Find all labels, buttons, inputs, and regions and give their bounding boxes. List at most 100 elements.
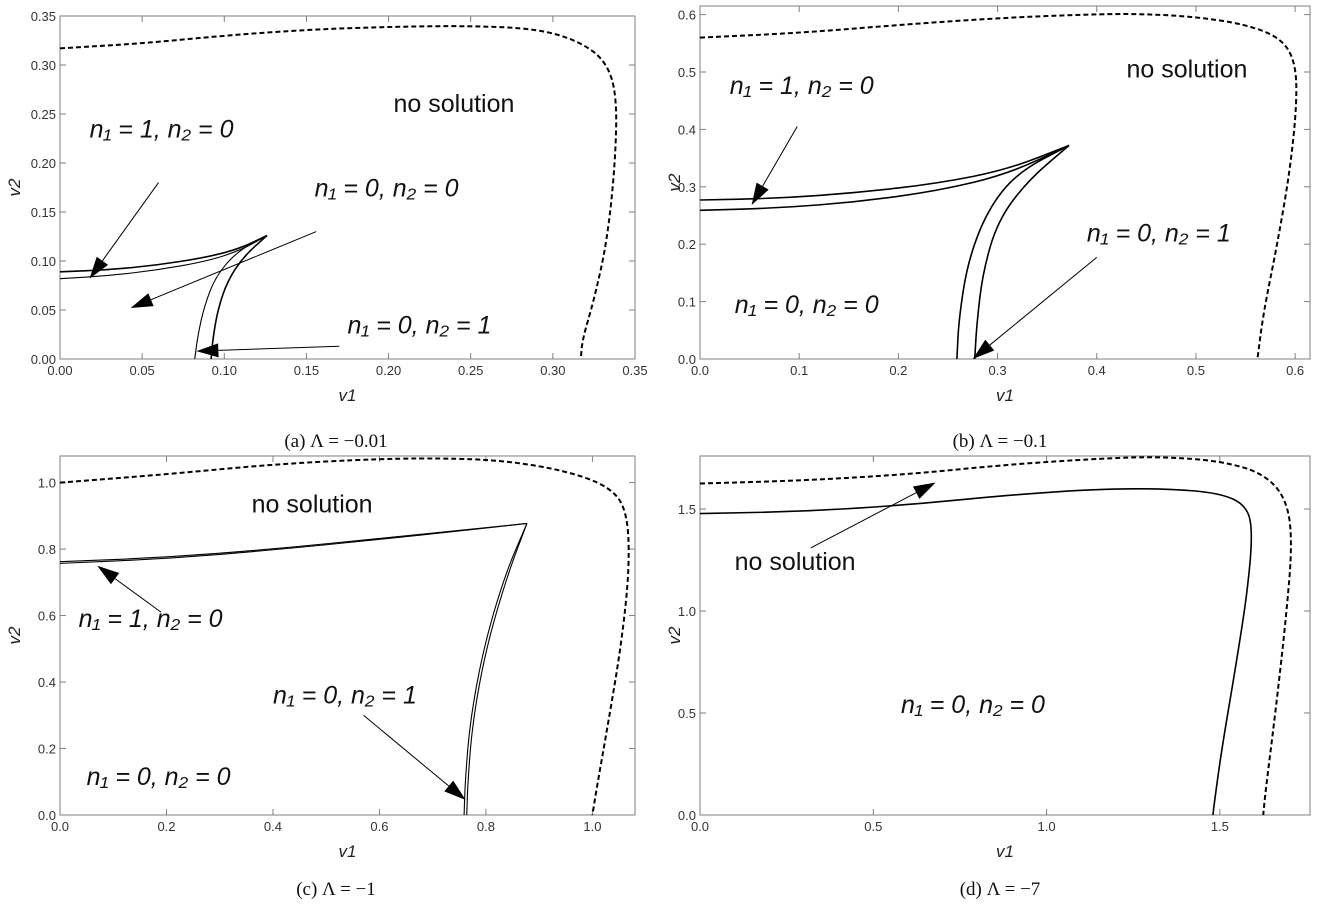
- x-axis-label: v1: [996, 842, 1014, 861]
- plot-frame: [699, 455, 1311, 816]
- y-tick-label: 0.6: [678, 8, 696, 23]
- solution-boundary-curve: [194, 235, 268, 360]
- panel-caption: (b) Λ = −0.1: [953, 431, 1048, 452]
- y-axis-label: v2: [665, 626, 684, 645]
- dashed-boundary-curve: [699, 13, 1298, 360]
- region-label: n₁ = 1, n₂ = 0: [730, 72, 874, 100]
- x-tick-label: 0.8: [477, 819, 495, 834]
- annotation-arrow: [363, 714, 466, 801]
- solution-boundary-curve: [466, 523, 528, 816]
- x-tick-label: 0.5: [1187, 363, 1205, 378]
- no-solution-label: no solution: [735, 548, 856, 576]
- y-tick-label: 0.10: [31, 254, 56, 269]
- y-tick-label: 0.5: [678, 706, 696, 721]
- y-tick-label: 0.0: [38, 808, 56, 823]
- y-tick-label: 0.05: [31, 303, 56, 318]
- x-tick-label: 1.0: [1038, 819, 1056, 834]
- plot-frame: [699, 5, 1311, 360]
- panel-b: 0.0 0.1 0.2 0.3 0.4 0.5 0.6 0.0 0.1 0.2 0.3 0.4 0.5 0…: [665, 5, 1311, 452]
- dashed-boundary-curve: [699, 456, 1292, 816]
- x-tick-label: 1.5: [1211, 819, 1229, 834]
- x-tick-label: 0.20: [376, 363, 401, 378]
- solution-boundary-curve: [699, 488, 1253, 816]
- y-tick-label: 0.2: [678, 237, 696, 252]
- annotation-arrow: [810, 482, 936, 549]
- panel-a: 0.00 0.05 0.10 0.15 0.20 0.25 0.30 0.35 0.00 0.05…: [5, 9, 648, 452]
- y-tick-label: 0.00: [31, 352, 56, 367]
- solution-boundary-curve: [463, 523, 528, 816]
- no-solution-label: no solution: [252, 491, 373, 519]
- y-tick-label: 0.15: [31, 205, 56, 220]
- x-axis-label: v1: [339, 386, 357, 405]
- x-tick-label: 0.4: [1088, 363, 1106, 378]
- x-tick-label: 0.15: [294, 363, 319, 378]
- annotation-arrow: [196, 343, 340, 358]
- x-tick-label: 0.00: [47, 363, 72, 378]
- solution-boundary-curve: [973, 144, 1070, 360]
- solution-boundary-curve: [699, 144, 1070, 212]
- x-tick-label: 0.0: [691, 363, 709, 378]
- plot-frame: [59, 455, 636, 816]
- x-tick-label: 0.10: [212, 363, 237, 378]
- annotation-arrow: [130, 231, 317, 309]
- y-tick-label: 0.25: [31, 107, 56, 122]
- panel-caption: (c) Λ = −1: [296, 879, 376, 900]
- region-label: n₁ = 1, n₂ = 0: [90, 116, 234, 144]
- y-tick-label: 0.5: [678, 65, 696, 80]
- x-tick-label: 0.6: [1286, 363, 1304, 378]
- x-tick-label: 0.0: [51, 819, 69, 834]
- solution-boundary-curve: [699, 144, 1070, 201]
- x-tick-label: 0.35: [622, 363, 647, 378]
- panel-caption: (a) Λ = −0.01: [284, 431, 387, 452]
- x-tick-label: 0.2: [157, 819, 175, 834]
- x-tick-label: 0.3: [989, 363, 1007, 378]
- dashed-boundary-curve: [59, 457, 630, 816]
- no-solution-label: no solution: [394, 90, 515, 118]
- region-label: n₁ = 0, n₂ = 0: [735, 291, 879, 319]
- x-tick-label: 1.0: [583, 819, 601, 834]
- y-axis-label: v2: [665, 173, 684, 192]
- solution-boundary-curve: [59, 522, 527, 563]
- x-tick-label: 0.25: [458, 363, 483, 378]
- solution-boundary-curve: [59, 235, 268, 280]
- y-tick-label: 0.0: [678, 352, 696, 367]
- x-tick-label: 0.30: [540, 363, 565, 378]
- region-label: n₁ = 0, n₂ = 0: [87, 763, 231, 791]
- y-tick-label: 0.6: [38, 609, 56, 624]
- annotation-arrow: [751, 126, 798, 206]
- x-tick-label: 0.05: [129, 363, 154, 378]
- y-tick-label: 0.30: [31, 58, 56, 73]
- x-tick-label: 0.5: [864, 819, 882, 834]
- y-tick-label: 0.1: [678, 295, 696, 310]
- region-label: n₁ = 1, n₂ = 0: [79, 605, 223, 633]
- y-axis-label: v2: [5, 178, 24, 197]
- region-label: n₁ = 0, n₂ = 0: [315, 174, 459, 202]
- x-tick-label: 0.4: [264, 819, 282, 834]
- panel-d: 0.0 0.5 1.0 1.5 0.0 0.5 1.0 1.5 v1 v2 n₁ = 0, n₂ =…: [665, 455, 1311, 900]
- y-tick-label: 1.5: [678, 502, 696, 517]
- y-tick-label: 1.0: [38, 476, 56, 491]
- y-tick-label: 0.20: [31, 156, 56, 171]
- y-tick-label: 0.8: [38, 542, 56, 557]
- x-tick-label: 0.1: [790, 363, 808, 378]
- y-tick-label: 0.35: [31, 9, 56, 24]
- region-label: n₁ = 0, n₂ = 1: [273, 682, 417, 710]
- solution-boundary-curve: [59, 522, 527, 564]
- solution-boundary-curve: [210, 234, 268, 360]
- y-axis-label: v2: [5, 626, 24, 645]
- region-label: n₁ = 0, n₂ = 1: [348, 312, 492, 340]
- x-axis-label: v1: [339, 842, 357, 861]
- y-tick-label: 0.4: [678, 122, 696, 137]
- region-label: n₁ = 0, n₂ = 1: [1087, 219, 1231, 247]
- panel-caption: (d) Λ = −7: [960, 879, 1041, 900]
- y-tick-label: 0.2: [38, 742, 56, 757]
- annotation-arrow: [972, 257, 1098, 359]
- plot-frame: [59, 15, 636, 360]
- y-tick-label: 0.4: [38, 675, 56, 690]
- solution-boundary-curve: [59, 234, 268, 273]
- panel-c: 0.0 0.2 0.4 0.6 0.8 1.0 0.0 0.2 0.4 0.6 0.8 1.0 v1 v2…: [5, 455, 636, 900]
- y-tick-label: 1.0: [678, 604, 696, 619]
- y-tick-label: 0.0: [678, 808, 696, 823]
- x-tick-label: 0.2: [889, 363, 907, 378]
